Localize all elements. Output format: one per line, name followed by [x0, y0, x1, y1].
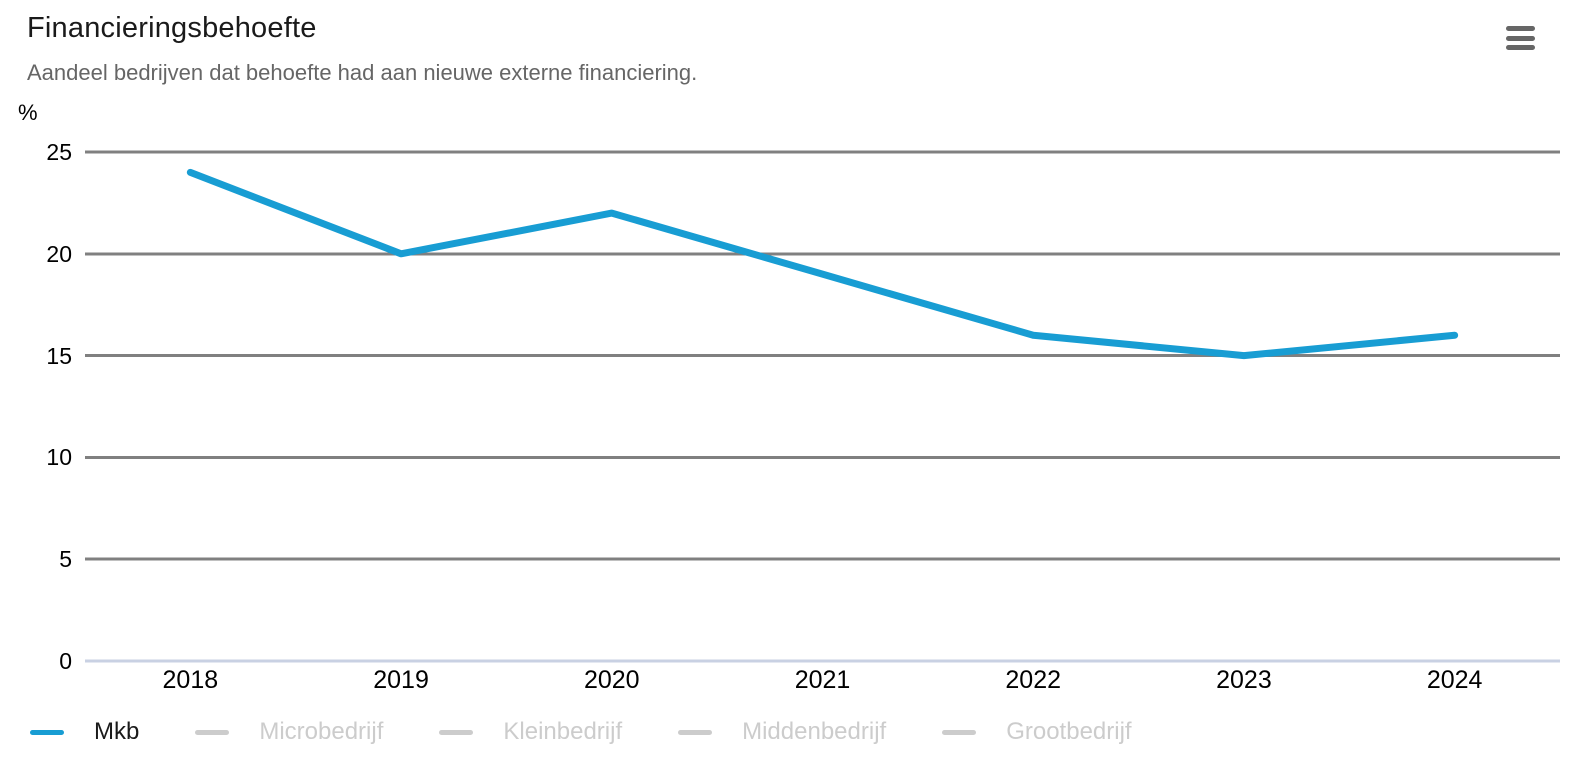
legend: Mkb Microbedrijf Kleinbedrijf Middenbedrijf… — [30, 710, 1132, 754]
y-tick-label: 0 — [59, 648, 72, 674]
x-tick-label: 2024 — [1426, 666, 1483, 694]
y-tick-label: 5 — [59, 546, 72, 573]
legend-swatch-kleinbedrijf — [439, 729, 474, 735]
legend-label: Kleinbedrijf — [503, 718, 623, 745]
chart-subtitle: Aandeel bedrijven dat behoefte had aan n… — [27, 60, 698, 85]
x-tick-label: 2018 — [162, 666, 219, 694]
x-tick-label: 2021 — [794, 666, 851, 694]
series-line-mkb — [186, 168, 1459, 360]
legend-label: Middenbedrijf — [742, 718, 887, 745]
menu-bar — [1506, 45, 1535, 50]
y-tick-label: 15 — [46, 342, 72, 369]
legend-item-mkb[interactable]: Mkb — [30, 718, 139, 746]
menu-bar — [1506, 35, 1535, 41]
legend-item-middenbedrijf[interactable]: Middenbedrijf — [678, 718, 886, 746]
hamburger-menu-icon[interactable] — [1506, 26, 1536, 50]
x-tick-label: 2019 — [373, 666, 429, 694]
legend-swatch-middenbedrijf — [678, 729, 713, 735]
legend-label: Grootbedrijf — [1006, 718, 1132, 745]
legend-label: Microbedrijf — [259, 718, 384, 745]
legend-swatch-microbedrijf — [195, 729, 230, 735]
legend-label: Mkb — [94, 718, 140, 745]
y-tick-label: 20 — [46, 240, 72, 267]
x-tick-label: 2023 — [1216, 666, 1272, 694]
chart-title: Financieringsbehoefte — [27, 12, 317, 44]
y-axis-unit-label: % — [18, 100, 38, 125]
x-tick-label: 2020 — [583, 666, 640, 694]
legend-item-microbedrijf[interactable]: Microbedrijf — [195, 718, 383, 746]
legend-item-grootbedrijf[interactable]: Grootbedrijf — [942, 718, 1132, 746]
y-tick-label: 10 — [46, 444, 72, 471]
x-tick-label: 2022 — [1005, 666, 1062, 694]
legend-item-kleinbedrijf[interactable]: Kleinbedrijf — [439, 718, 622, 746]
y-tick-label: 25 — [46, 139, 72, 165]
menu-bar — [1506, 26, 1535, 31]
legend-swatch-mkb — [30, 729, 64, 735]
legend-swatch-grootbedrijf — [942, 729, 977, 735]
